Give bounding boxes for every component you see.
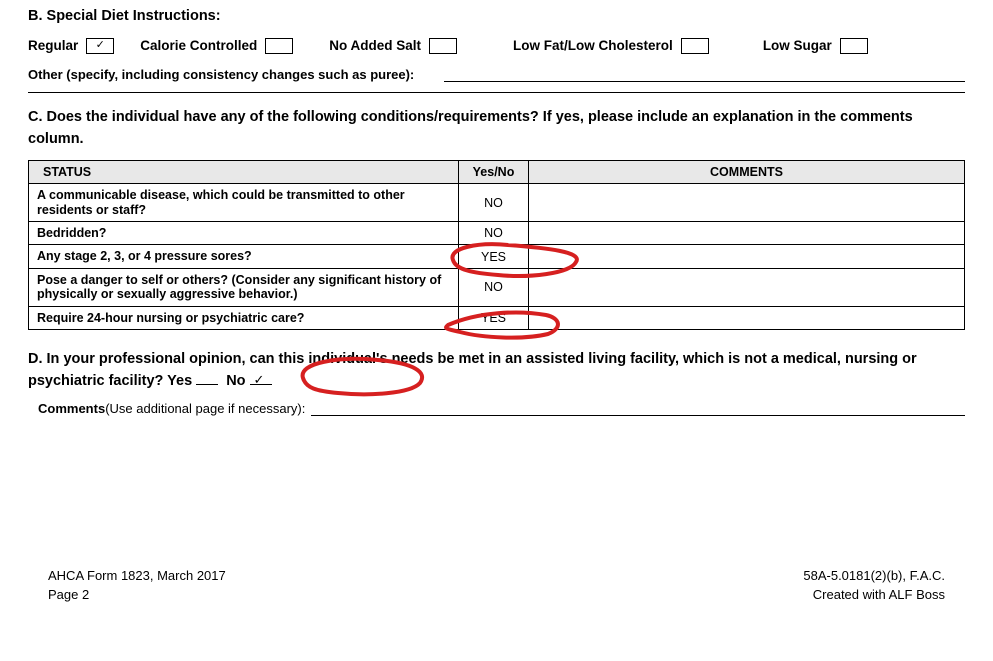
th-comments: COMMENTS — [529, 161, 965, 184]
status-cell: Any stage 2, 3, or 4 pressure sores? — [29, 245, 459, 268]
yesno-cell[interactable]: NO — [459, 222, 529, 245]
yesno-cell[interactable]: YES — [459, 245, 529, 268]
table-row: Require 24-hour nursing or psychiatric c… — [29, 306, 965, 329]
diet-lowsugar-checkbox[interactable] — [840, 38, 868, 54]
comments-cell[interactable] — [529, 184, 965, 222]
table-row: Pose a danger to self or others? (Consid… — [29, 268, 965, 306]
comments-input[interactable] — [311, 401, 965, 416]
section-c-title: C. Does the individual have any of the f… — [28, 107, 965, 151]
diet-options-row: Regular ✓ Calorie Controlled No Added Sa… — [28, 38, 965, 54]
comments-label: Comments — [38, 401, 105, 416]
diet-regular-checkbox[interactable]: ✓ — [86, 38, 114, 54]
comments-hint: (Use additional page if necessary): — [105, 401, 305, 416]
diet-nosalt-checkbox[interactable] — [429, 38, 457, 54]
comments-cell[interactable] — [529, 245, 965, 268]
section-b-title: B. Special Diet Instructions: — [28, 6, 965, 28]
diet-other-label: Other (specify, including consistency ch… — [28, 67, 414, 82]
section-divider — [28, 92, 965, 93]
no-label: No — [226, 373, 245, 389]
diet-lowfat-checkbox[interactable] — [681, 38, 709, 54]
status-cell: Require 24-hour nursing or psychiatric c… — [29, 306, 459, 329]
status-cell: Pose a danger to self or others? (Consid… — [29, 268, 459, 306]
page-footer: AHCA Form 1823, March 2017 Page 2 58A-5.… — [28, 566, 965, 605]
conditions-table: STATUS Yes/No COMMENTS A communicable di… — [28, 160, 965, 330]
th-status: STATUS — [29, 161, 459, 184]
yes-blank[interactable] — [196, 384, 218, 385]
table-row: Any stage 2, 3, or 4 pressure sores?YES — [29, 245, 965, 268]
status-cell: A communicable disease, which could be t… — [29, 184, 459, 222]
comments-cell[interactable] — [529, 306, 965, 329]
diet-lowfat-label: Low Fat/Low Cholesterol — [513, 38, 673, 53]
diet-lowsugar-label: Low Sugar — [763, 38, 832, 53]
section-d-text: D. In your professional opinion, can thi… — [28, 348, 965, 393]
th-yesno: Yes/No — [459, 161, 529, 184]
yesno-cell[interactable]: NO — [459, 268, 529, 306]
footer-form-id: AHCA Form 1823, March 2017 — [48, 566, 226, 586]
footer-reg-ref: 58A-5.0181(2)(b), F.A.C. — [803, 566, 945, 586]
yesno-cell[interactable]: NO — [459, 184, 529, 222]
footer-page-num: Page 2 — [48, 585, 226, 605]
comments-cell[interactable] — [529, 222, 965, 245]
diet-nosalt-label: No Added Salt — [329, 38, 421, 53]
diet-regular-label: Regular — [28, 38, 78, 53]
yes-label: Yes — [167, 373, 192, 389]
yesno-cell[interactable]: YES — [459, 306, 529, 329]
no-blank[interactable] — [250, 384, 272, 385]
footer-credit: Created with ALF Boss — [803, 585, 945, 605]
diet-calorie-checkbox[interactable] — [265, 38, 293, 54]
diet-calorie-label: Calorie Controlled — [140, 38, 257, 53]
table-row: Bedridden?NO — [29, 222, 965, 245]
diet-other-input[interactable] — [444, 66, 965, 82]
status-cell: Bedridden? — [29, 222, 459, 245]
comments-cell[interactable] — [529, 268, 965, 306]
table-row: A communicable disease, which could be t… — [29, 184, 965, 222]
